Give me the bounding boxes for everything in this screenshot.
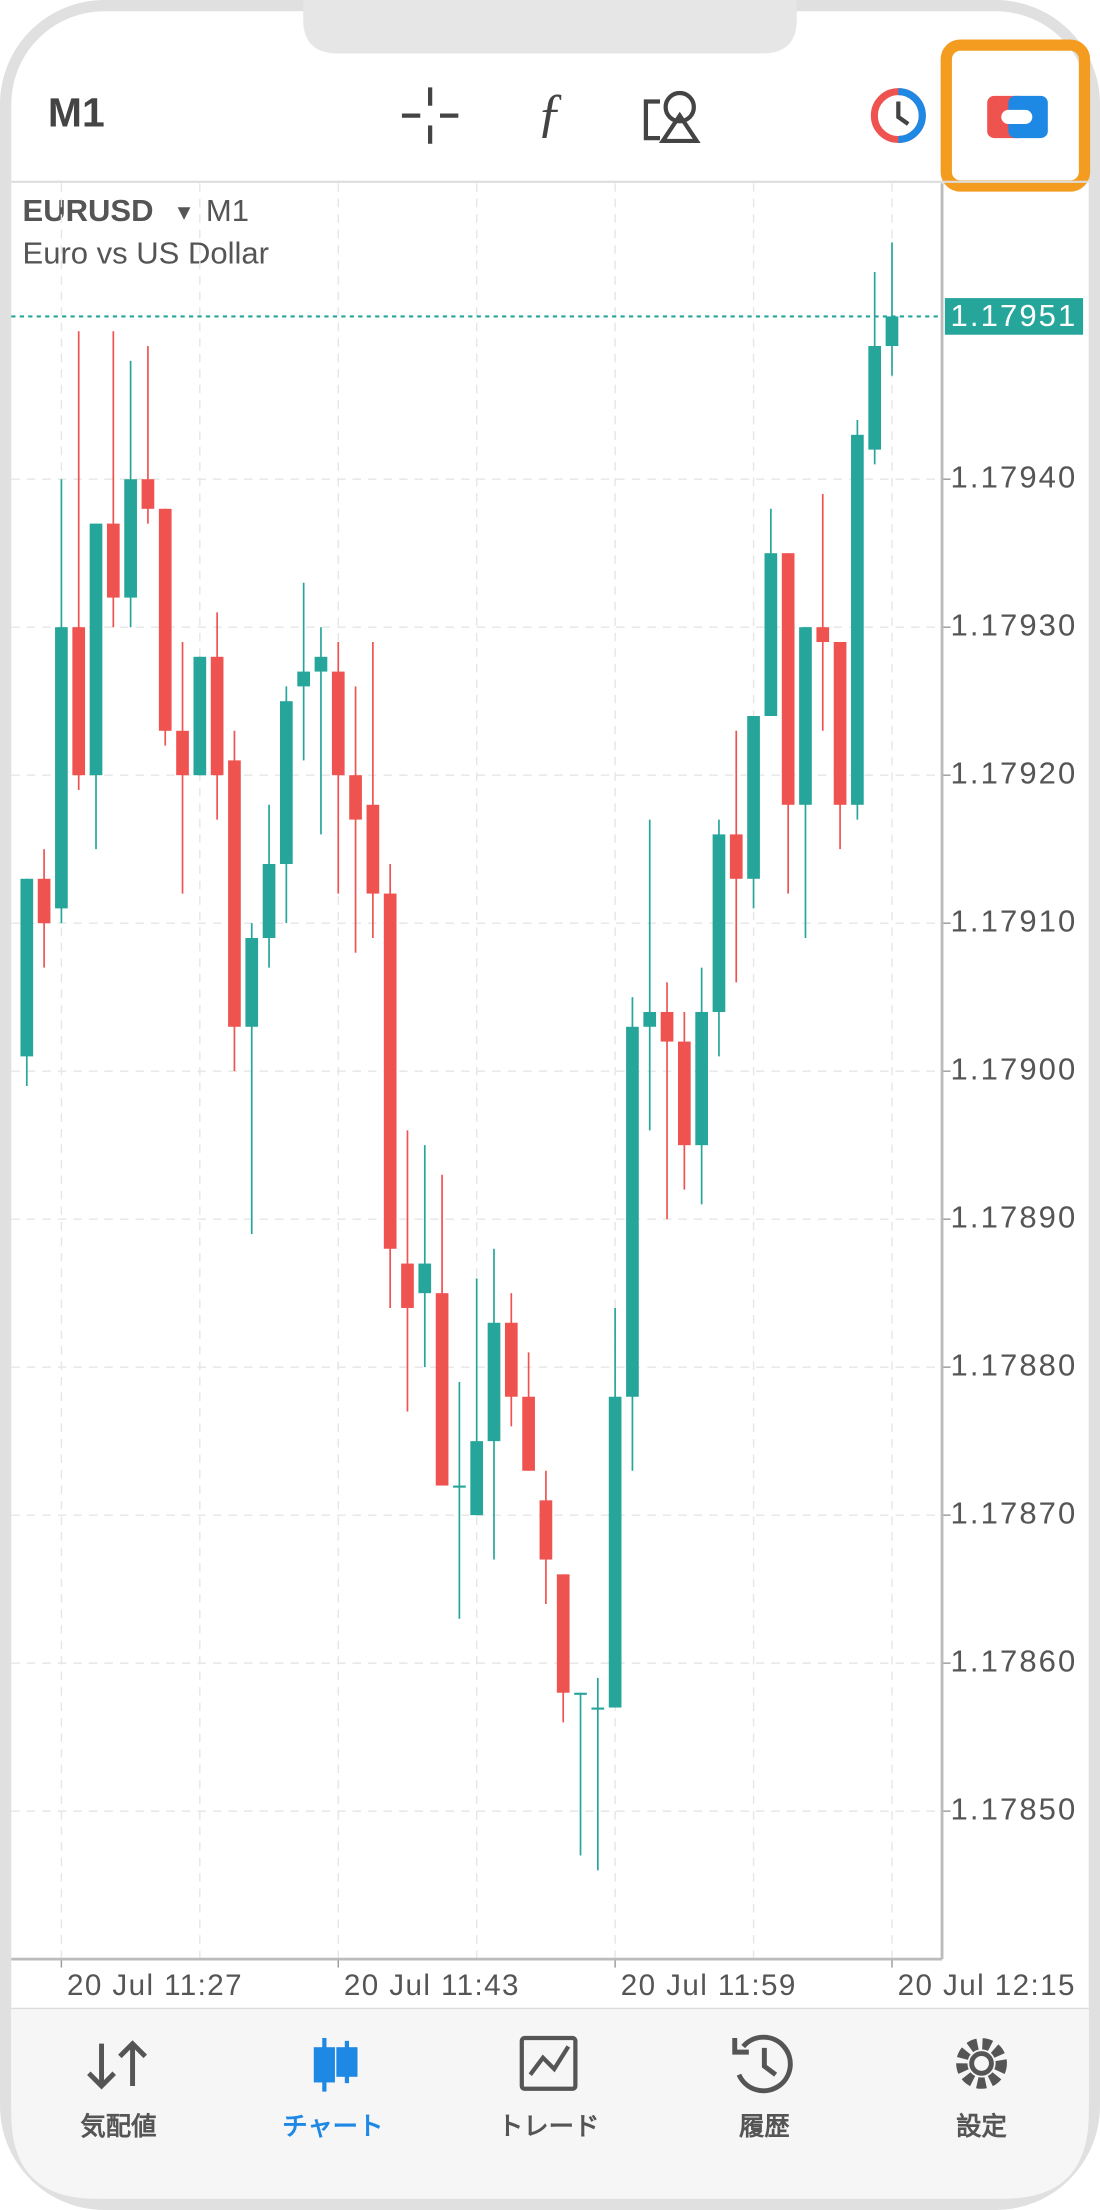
candle-body [401,1263,414,1308]
candle-body [677,1041,691,1146]
candle-body [106,523,120,598]
candle-body [37,878,51,924]
candle-body [781,553,795,805]
candle-body [314,656,328,672]
candle-body [72,627,86,776]
candle-body [158,508,172,731]
timeframe-button[interactable]: M1 [48,89,105,135]
y-tick-label: 1.17900 [951,1051,1078,1086]
candle-body [210,656,224,776]
candle-body [504,1322,518,1397]
candle-body [228,760,241,1027]
objects-icon[interactable] [643,90,701,144]
chart-mode-icon[interactable] [987,95,1048,139]
tab-label[interactable]: 気配値 [80,2112,156,2141]
candle-body [245,937,259,1027]
candle-body [660,1011,674,1042]
candle-body [643,1011,657,1027]
tab-label[interactable]: 設定 [956,2112,1007,2141]
candle-body [349,775,362,820]
candle-body [868,346,882,450]
y-tick-label: 1.17860 [951,1643,1078,1678]
candle-body [764,553,778,716]
candle-body [747,715,760,879]
chart-timeframe: M1 [206,193,249,228]
history-icon[interactable] [732,2034,793,2094]
candle-body [695,1011,708,1146]
candle-body [55,627,68,909]
candle-body [435,1293,449,1486]
tab-bar [11,2008,1089,2199]
candle-body [453,1485,466,1488]
trade-tab-icon[interactable] [519,2035,578,2091]
candle-body [885,316,899,347]
tab-label[interactable]: 履歴 [739,2113,790,2141]
candle-body [626,1026,639,1397]
candle-body [124,479,137,598]
price-label-bg [944,298,1084,335]
notch [303,0,797,54]
candle-body [331,671,345,776]
settings-icon[interactable] [956,2038,1007,2089]
candle-body [487,1322,501,1442]
x-tick-label: 20 Jul 11:59 [621,1969,797,2002]
y-tick-label: 1.17850 [951,1791,1078,1826]
y-tick-label: 1.17870 [951,1495,1078,1530]
candle-body [280,701,293,864]
candle-body [20,878,34,1057]
candle-body [366,804,380,894]
symbol: EURUSD [23,193,154,228]
candle-body [470,1441,484,1516]
candle-body [522,1396,535,1471]
dropdown-arrow[interactable] [177,207,191,220]
y-tick-label: 1.17940 [951,459,1078,494]
candle-body [608,1396,622,1708]
candle-body [729,834,743,879]
x-tick-label: 20 Jul 12:15 [898,1969,1076,2002]
candle-body [799,627,812,805]
crosshair-icon[interactable] [401,87,459,144]
y-tick-label: 1.17890 [951,1199,1078,1234]
candle-body [591,1707,605,1710]
candle-body [89,523,103,776]
quotes-icon[interactable] [87,2040,148,2090]
candle-body [539,1500,553,1560]
candle-body [383,893,397,1249]
candle-body [833,641,847,805]
y-tick-label: 1.17920 [951,755,1078,790]
y-tick-label: 1.17880 [951,1347,1078,1382]
y-tick-label: 1.17910 [951,903,1078,938]
tab-label[interactable]: トレード [498,2113,599,2141]
candle-body [712,834,726,1012]
candle-body [297,671,311,687]
candle-body [556,1574,570,1693]
price-label: 1.17951 [951,298,1078,333]
candle-body [851,434,864,805]
trade-icon[interactable] [870,88,926,144]
y-tick-label: 1.17930 [951,607,1078,642]
candle-body [574,1692,587,1695]
x-tick-label: 20 Jul 11:27 [67,1969,243,2002]
candle-body [141,479,155,509]
candle-body [193,656,207,776]
plot: 1.17850 1.17860 1.17870 1.17880 1.17890 1.179… [11,183,1084,2002]
candle-body [176,730,189,776]
candle-body [262,863,276,938]
candle-body [816,627,830,642]
indicator-icon[interactable]: ƒ [537,83,564,143]
x-tick-label: 20 Jul 11:43 [344,1969,520,2002]
highlight-box [940,39,1091,192]
tab-label[interactable]: チャート [282,2113,383,2141]
symbol-description: Euro vs US Dollar [23,235,269,270]
candle-body [418,1263,432,1294]
chart-tab-icon[interactable] [313,2038,358,2092]
